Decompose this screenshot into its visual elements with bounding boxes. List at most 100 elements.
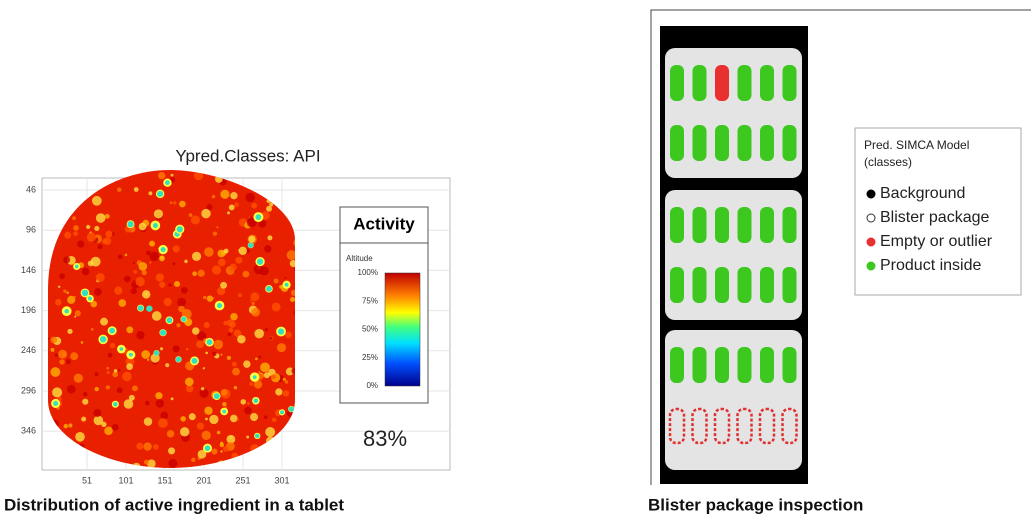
- texture: [172, 345, 180, 353]
- texture: [186, 348, 189, 351]
- texture: [199, 388, 209, 398]
- texture: [111, 423, 119, 431]
- texture: [157, 418, 168, 428]
- pill: [760, 65, 774, 101]
- texture: [203, 322, 210, 329]
- texture: [159, 255, 165, 262]
- texture: [271, 417, 277, 423]
- texture: [101, 421, 107, 427]
- texture: [93, 415, 104, 426]
- texture: [59, 359, 65, 365]
- pill: [670, 125, 684, 161]
- texture: [117, 368, 121, 372]
- texture: [232, 367, 240, 376]
- legend-title: (classes): [864, 155, 912, 169]
- image-frame: [650, 9, 1031, 485]
- texture: [238, 246, 247, 256]
- texture: [282, 377, 286, 381]
- texture: [247, 402, 250, 405]
- texture: [165, 180, 170, 186]
- texture: [87, 296, 93, 301]
- texture: [265, 427, 276, 437]
- texture: [190, 215, 200, 225]
- pill: [715, 267, 729, 303]
- texture: [151, 311, 162, 321]
- texture: [186, 385, 194, 393]
- texture: [249, 413, 259, 422]
- texture: [212, 265, 222, 275]
- texture: [263, 372, 270, 379]
- texture: [245, 192, 255, 203]
- texture: [159, 281, 166, 288]
- texture: [178, 305, 185, 313]
- legend-marker: [866, 213, 876, 223]
- texture: [276, 343, 287, 353]
- texture: [255, 214, 262, 220]
- texture: [148, 191, 153, 196]
- texture: [230, 312, 238, 321]
- texture: [48, 337, 50, 340]
- texture: [157, 190, 164, 197]
- texture: [222, 409, 227, 414]
- texture: [253, 398, 259, 404]
- texture: [196, 331, 207, 341]
- texture: [251, 301, 255, 306]
- pill-empty: [668, 407, 686, 445]
- texture: [112, 371, 119, 378]
- texture: [54, 353, 59, 358]
- texture: [231, 361, 237, 367]
- texture: [130, 288, 137, 295]
- texture: [249, 381, 254, 386]
- texture: [73, 231, 78, 237]
- texture: [70, 352, 79, 361]
- texture: [145, 250, 151, 256]
- texture: [109, 342, 116, 349]
- texture: [114, 286, 123, 295]
- texture: [126, 363, 133, 371]
- texture: [203, 170, 211, 174]
- texture: [234, 202, 239, 208]
- texture: [201, 430, 211, 441]
- texture: [94, 173, 99, 177]
- pill: [670, 267, 684, 303]
- texture: [223, 248, 229, 254]
- texture: [107, 352, 113, 358]
- texture: [64, 231, 72, 239]
- texture: [276, 170, 286, 177]
- texture: [50, 336, 58, 344]
- texture: [184, 259, 188, 264]
- texture: [191, 357, 198, 364]
- texture: [92, 171, 99, 178]
- texture: [86, 232, 97, 242]
- texture: [155, 273, 164, 282]
- texture: [269, 336, 273, 340]
- texture: [177, 297, 187, 307]
- texture: [160, 347, 164, 351]
- texture: [93, 408, 102, 417]
- tablet-map: [48, 170, 295, 468]
- texture: [227, 211, 231, 215]
- texture: [220, 189, 230, 199]
- texture: [216, 286, 226, 296]
- texture: [211, 194, 216, 199]
- texture: [133, 187, 139, 192]
- texture: [86, 224, 91, 230]
- result-value: 83%: [363, 426, 407, 451]
- texture: [135, 276, 145, 287]
- texture: [285, 331, 292, 339]
- pill: [782, 207, 797, 243]
- texture: [118, 299, 127, 307]
- texture: [106, 371, 110, 375]
- blister-card: [665, 190, 802, 320]
- y-tick-label: 146: [21, 265, 36, 275]
- texture: [197, 269, 205, 277]
- legend-item: Background: [880, 185, 965, 202]
- texture: [206, 339, 213, 346]
- texture: [153, 209, 164, 219]
- texture: [233, 329, 242, 338]
- map-title: Ypred.Classes: API: [175, 146, 320, 165]
- texture: [284, 282, 289, 287]
- legend-marker: [866, 237, 876, 247]
- texture: [74, 315, 77, 318]
- texture: [181, 316, 187, 322]
